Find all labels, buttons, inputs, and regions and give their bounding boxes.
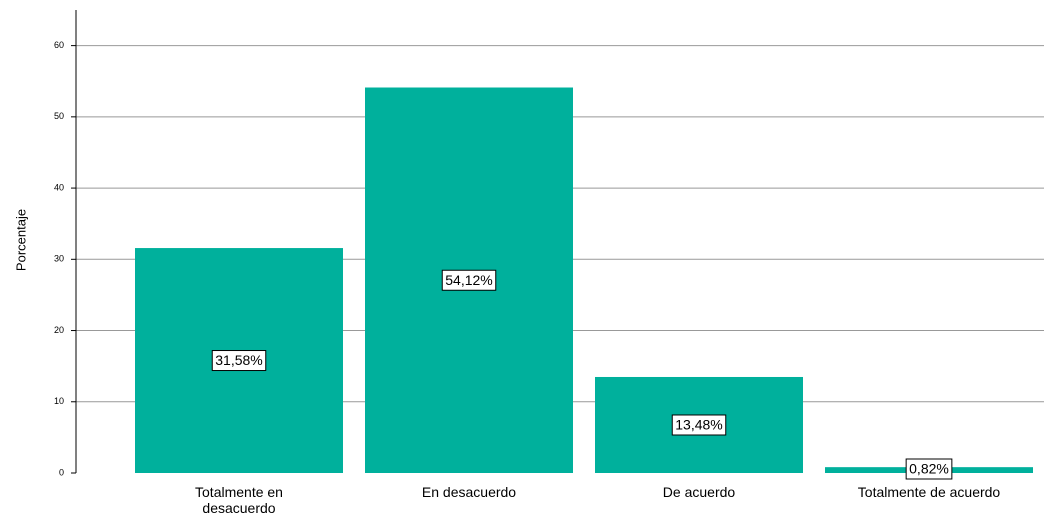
y-tick-label: 50 [54,111,64,121]
y-tick-label: 60 [54,40,64,50]
data-label: 31,58% [215,352,262,368]
x-tick-label: Totalmente de acuerdo [857,484,1001,500]
y-axis-label: Porcentaje [13,209,28,271]
x-tick-label: En desacuerdo [421,484,517,500]
y-tick-label: 0 [59,467,64,477]
data-label: 13,48% [675,417,722,433]
data-label-box [671,414,727,436]
x-tick-label: Totalmente en desacuerdo [195,484,283,516]
data-label: 0,82% [909,461,949,477]
y-tick-label: 40 [54,182,64,192]
data-label-box [905,458,953,480]
data-label-box [441,269,497,291]
data-label-box [211,350,267,372]
data-label: 54,12% [445,272,492,288]
x-tick-label: De acuerdo [662,484,736,500]
y-tick-label: 10 [54,396,64,406]
y-tick-label: 20 [54,325,64,335]
y-tick-label: 30 [54,254,64,264]
